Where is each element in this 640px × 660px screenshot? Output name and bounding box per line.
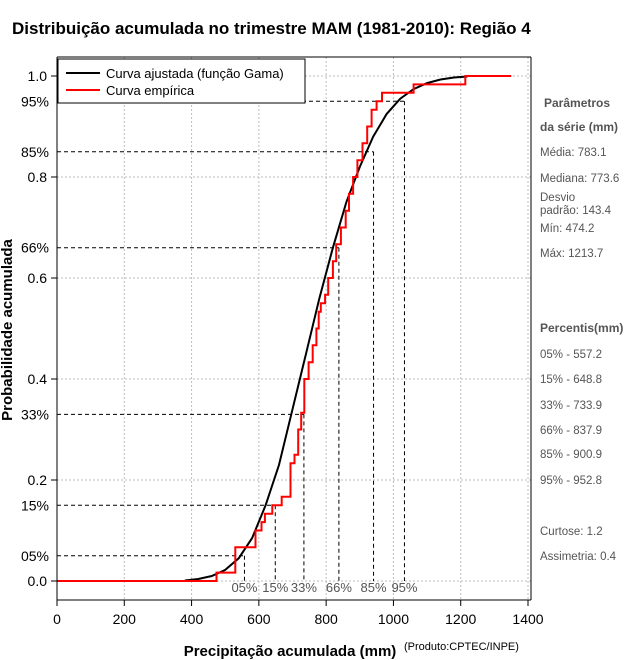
y-percentile-label: 33% bbox=[21, 406, 49, 422]
x-tick-label: 1200 bbox=[445, 611, 476, 627]
y-tick-label: 0.0 bbox=[28, 573, 48, 589]
percentis-heading: Percentis(mm) bbox=[540, 321, 623, 335]
stat-media: Média: 783.1 bbox=[540, 147, 607, 159]
x-tick-label: 600 bbox=[247, 611, 271, 627]
x-tick-label: 1000 bbox=[378, 611, 409, 627]
legend: Curva ajustada (função Gama) Curva empír… bbox=[57, 58, 306, 104]
y-percentile-label: 15% bbox=[21, 497, 49, 513]
y-axis-title: Probabilidade acumulada bbox=[0, 238, 16, 420]
percentil-33: 33% - 733.9 bbox=[540, 400, 602, 412]
x-percentile-label: 05% bbox=[231, 580, 257, 595]
stat-max: Máx: 1213.7 bbox=[540, 248, 603, 260]
stat-desvio-1: Desvio bbox=[540, 192, 575, 204]
y-percentile-label: 05% bbox=[21, 548, 49, 564]
stat-desvio-2: padrão: 143.4 bbox=[540, 205, 612, 217]
percentil-66: 66% - 837.9 bbox=[540, 425, 602, 437]
x-tick-label: 200 bbox=[113, 611, 137, 627]
x-tick-label: 1400 bbox=[512, 611, 543, 627]
percentile-labels: 05% 15% 33% 66% 85% 95% bbox=[231, 580, 417, 595]
x-percentile-label: 15% bbox=[262, 580, 288, 595]
percentil-95: 95% - 952.8 bbox=[540, 475, 602, 487]
legend-box bbox=[57, 58, 306, 104]
params-heading-2: da série (mm) bbox=[540, 120, 618, 134]
percentil-15: 15% - 648.8 bbox=[540, 374, 602, 386]
y-percentile-label: 85% bbox=[21, 144, 49, 160]
stat-mediana: Mediana: 773.6 bbox=[540, 173, 619, 185]
credit-label: (Produto:CPTEC/INPE) bbox=[404, 641, 519, 653]
y-percentile-label: 95% bbox=[21, 93, 49, 109]
y-tick-label: 0.6 bbox=[28, 270, 48, 286]
y-percentile-label: 66% bbox=[21, 240, 49, 256]
percentile-guides bbox=[57, 100, 405, 581]
y-tick-label: 1.0 bbox=[28, 68, 48, 84]
stat-curtose: Curtose: 1.2 bbox=[540, 526, 603, 538]
legend-label-empirical: Curva empírica bbox=[106, 83, 195, 98]
stat-min: Mín: 474.2 bbox=[540, 223, 594, 235]
x-tick-label: 800 bbox=[314, 611, 338, 627]
empirical-step-curve bbox=[57, 75, 512, 582]
fitted-gamma-curve bbox=[184, 75, 468, 582]
y-tick-label: 0.8 bbox=[28, 169, 48, 185]
x-tick-label: 400 bbox=[180, 611, 204, 627]
x-percentile-label: 85% bbox=[361, 580, 387, 595]
x-percentile-label: 66% bbox=[326, 580, 352, 595]
chart-title: Distribuição acumulada no trimestre MAM … bbox=[12, 19, 531, 38]
y-tick-label: 0.4 bbox=[28, 371, 48, 387]
x-axis-title: Precipitação acumulada (mm) bbox=[184, 643, 397, 660]
x-percentile-label: 95% bbox=[391, 580, 417, 595]
percentil-05: 05% - 557.2 bbox=[540, 349, 602, 361]
side-panel: Parâmetros da série (mm) Média: 783.1 Me… bbox=[540, 96, 623, 563]
params-heading-1: Parâmetros bbox=[544, 96, 610, 110]
series-group bbox=[57, 75, 512, 582]
stat-assimetria: Assimetria: 0.4 bbox=[540, 551, 617, 563]
x-tick-label: 0 bbox=[53, 611, 61, 627]
percentil-85: 85% - 900.9 bbox=[540, 449, 602, 461]
legend-label-fitted: Curva ajustada (função Gama) bbox=[106, 66, 284, 81]
grid bbox=[56, 57, 531, 600]
x-percentile-label: 33% bbox=[291, 580, 317, 595]
axes: 0 200 400 600 800 1000 1200 1400 0.0 0.2 0.4 0.6 0.8… bbox=[21, 56, 544, 627]
y-tick-label: 0.2 bbox=[28, 472, 48, 488]
